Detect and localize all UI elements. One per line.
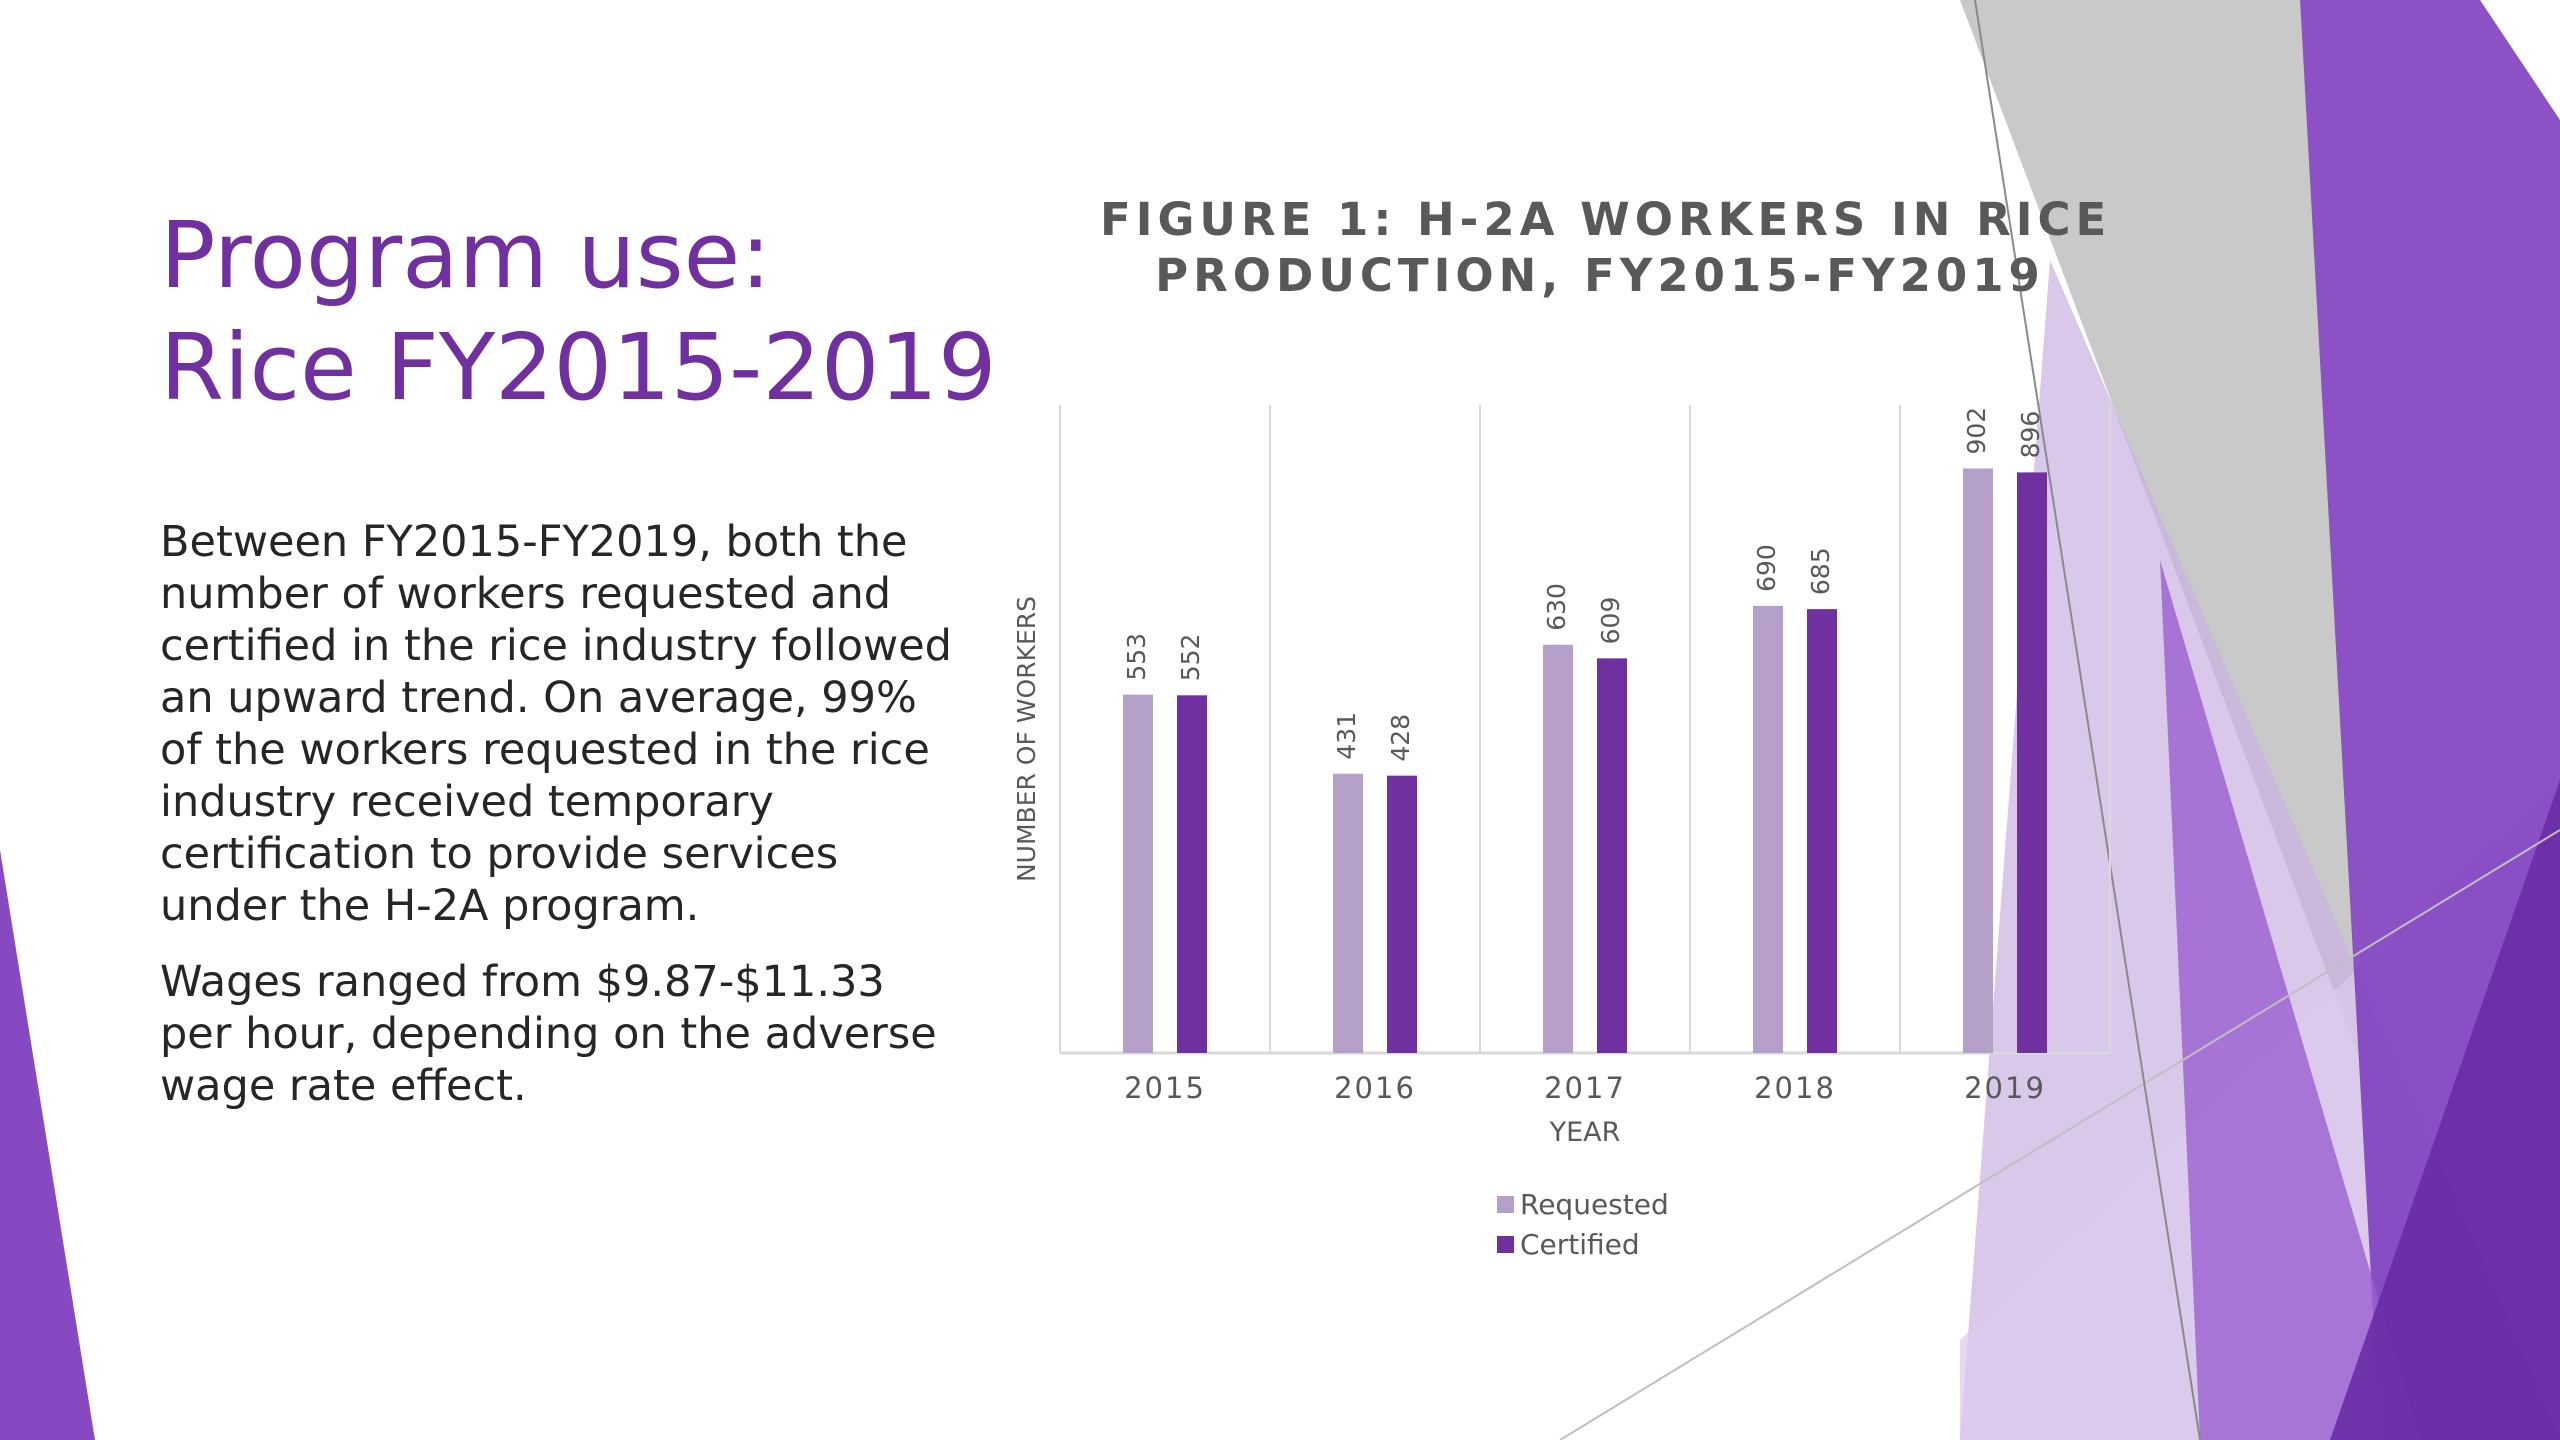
bar-certified <box>1177 695 1207 1053</box>
chart-title-line-1: FIGURE 1: H-2A WORKERS IN RICE <box>1100 193 2112 246</box>
bar-requested <box>1123 694 1153 1053</box>
data-label: 630 <box>1542 583 1571 631</box>
slide-title-line-2: Rice FY2015-2019 <box>160 314 997 421</box>
legend-label: Requested <box>1520 1188 1669 1221</box>
bar-requested <box>1753 605 1783 1053</box>
data-label: 552 <box>1176 634 1205 682</box>
data-label: 428 <box>1386 714 1415 762</box>
bar-certified <box>2017 472 2047 1054</box>
data-label: 685 <box>1806 547 1835 595</box>
x-tick-label: 2015 <box>1124 1071 1206 1105</box>
x-tick-label: 2017 <box>1544 1071 1626 1105</box>
x-axis-title: YEAR <box>1549 1117 1621 1148</box>
bar-requested <box>1963 468 1993 1053</box>
bar-certified <box>1387 775 1417 1053</box>
data-label: 553 <box>1122 633 1151 681</box>
body-paragraph-1: Between FY2015-FY2019, both the number o… <box>160 517 952 931</box>
bar-requested <box>1333 773 1363 1053</box>
slide-title: Program use: Rice FY2015-2019 <box>160 200 997 424</box>
x-tick-label: 2018 <box>1754 1071 1836 1105</box>
chart-title: FIGURE 1: H-2A WORKERS IN RICE PRODUCTIO… <box>1100 192 2112 304</box>
legend-label: Certified <box>1520 1228 1640 1261</box>
bar-requested <box>1543 644 1573 1053</box>
legend-swatch <box>1497 1196 1514 1213</box>
right-deep-purple-shape <box>2330 780 2560 1440</box>
chart-title-line-2: PRODUCTION, FY2015-FY2019 <box>1155 249 2045 302</box>
deco-line-2 <box>1974 0 2201 1440</box>
left-purple-shape <box>0 850 95 1440</box>
data-label: 902 <box>1962 407 1991 455</box>
bar-certified <box>1807 609 1837 1053</box>
slide-title-line-1: Program use: <box>160 202 772 309</box>
right-purple-shape-2 <box>2160 560 2420 1440</box>
body-paragraph-2: Wages ranged from $9.87-$11.33 per hour,… <box>160 957 937 1111</box>
data-label: 690 <box>1752 544 1781 592</box>
data-label: 609 <box>1596 597 1625 645</box>
body-text: Between FY2015-FY2019, both the number o… <box>160 516 960 1136</box>
data-label: 896 <box>2016 411 2045 459</box>
legend-swatch <box>1497 1236 1514 1253</box>
deco-line-1 <box>1559 829 2560 1440</box>
x-tick-label: 2019 <box>1964 1071 2046 1105</box>
bar-certified <box>1597 658 1627 1053</box>
data-label: 431 <box>1332 712 1361 760</box>
x-tick-label: 2016 <box>1334 1071 1416 1105</box>
y-axis-title: NUMBER OF WORKERS <box>1012 596 1041 882</box>
